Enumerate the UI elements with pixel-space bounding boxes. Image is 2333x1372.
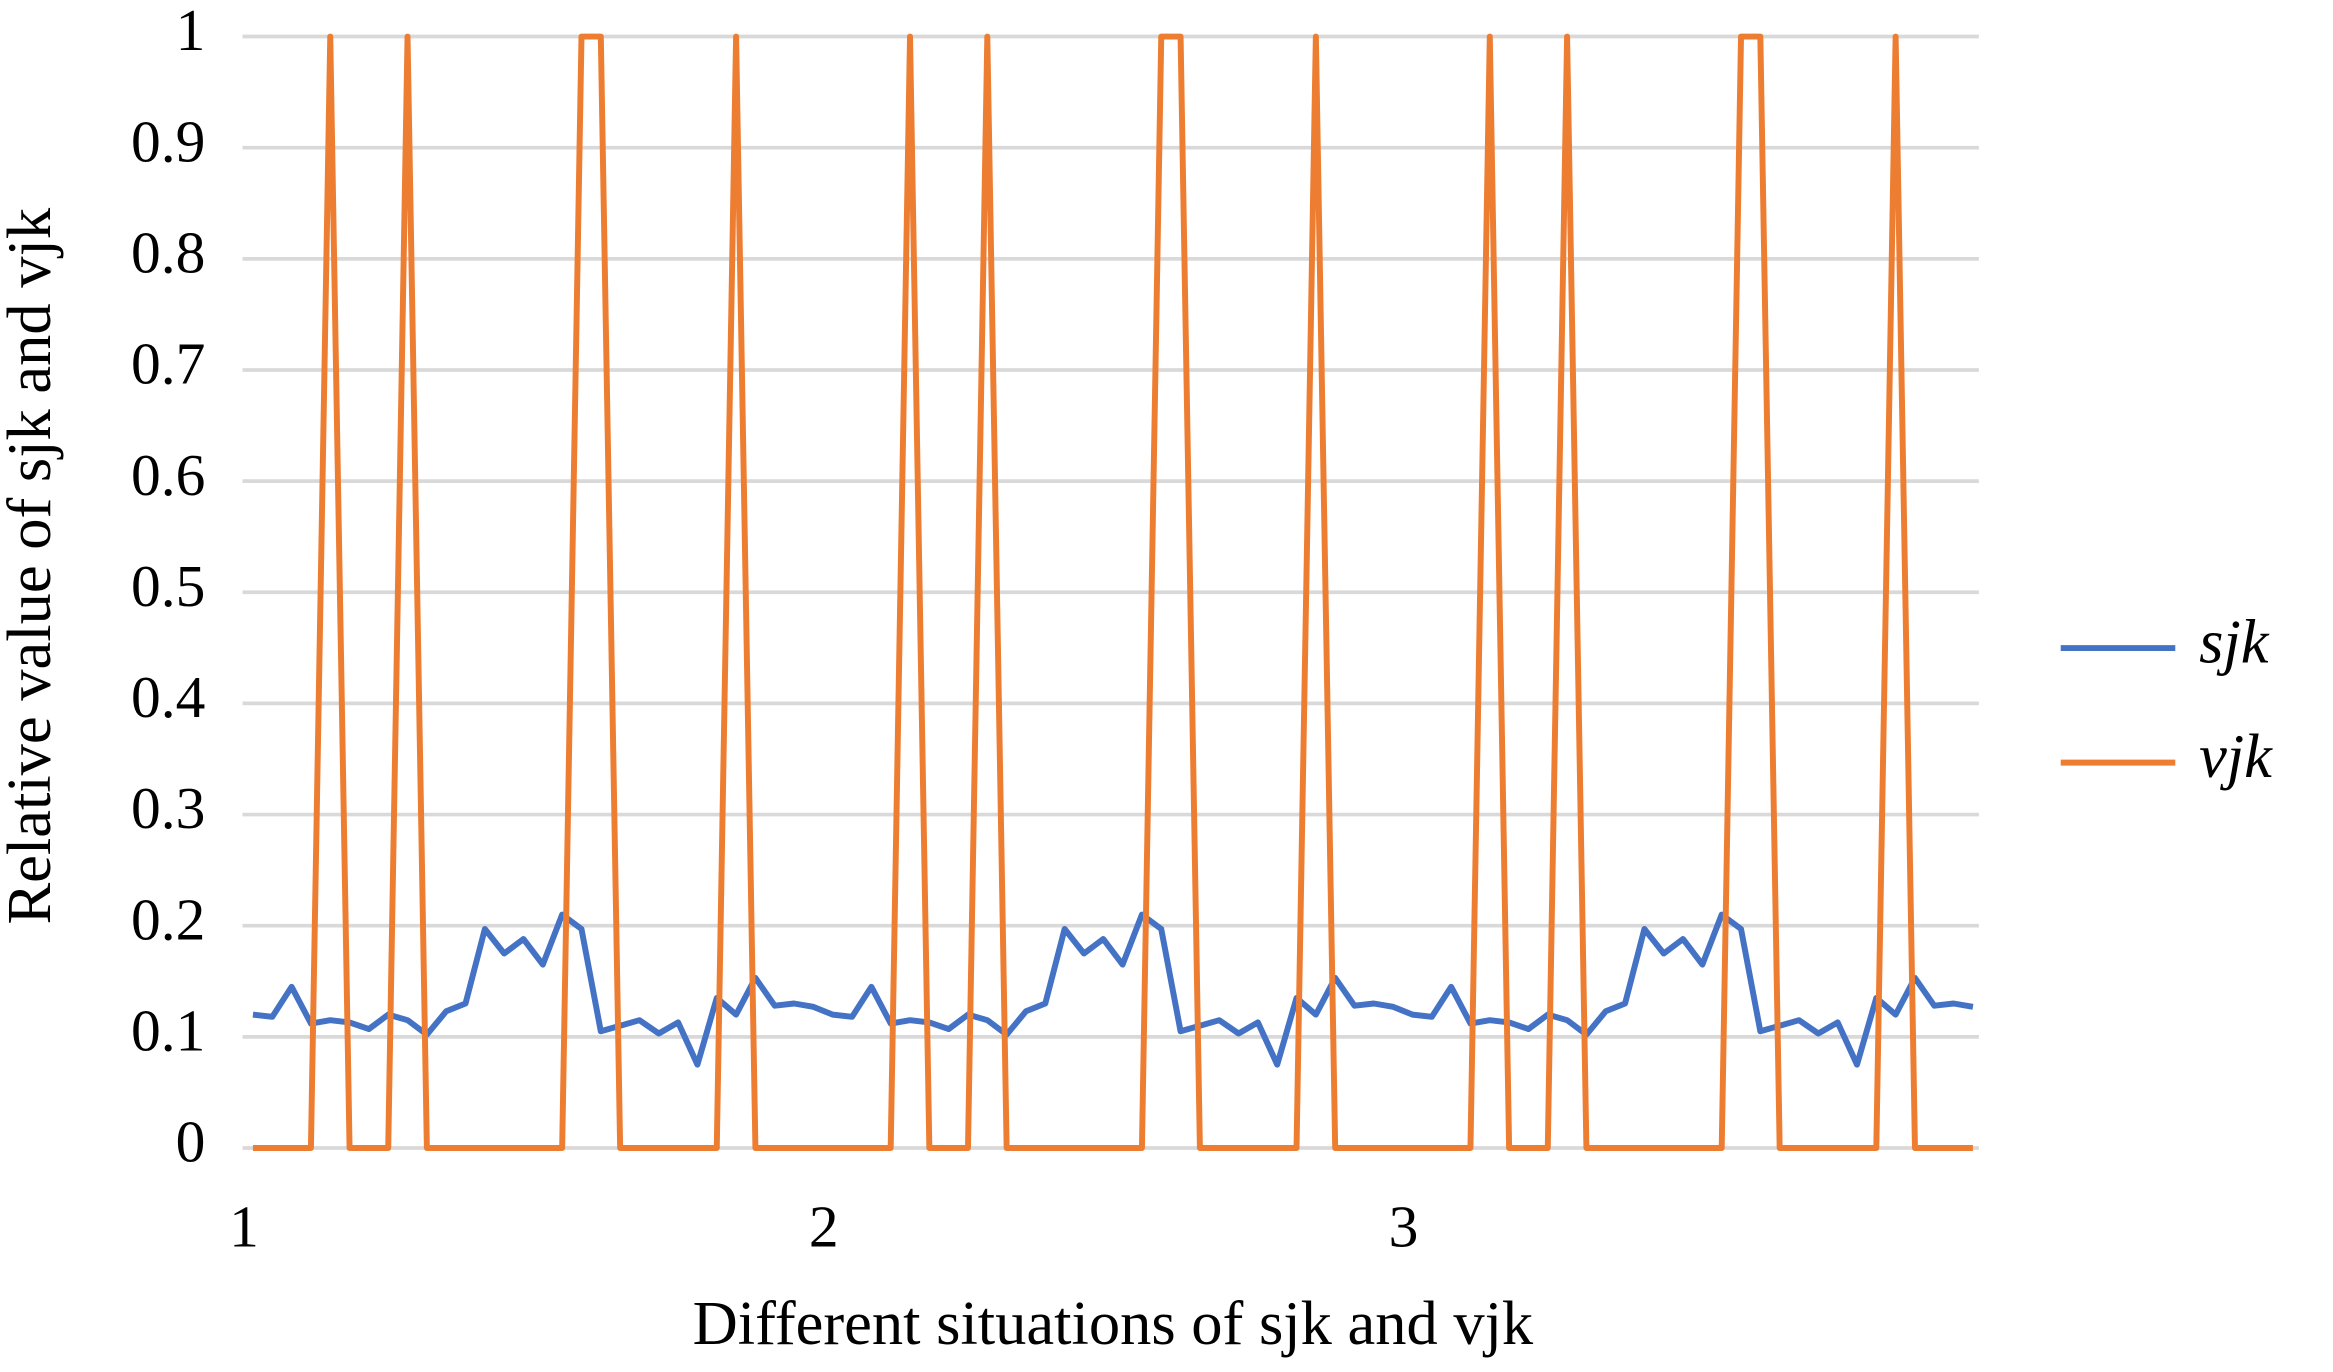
x-tick-label: 2 — [809, 1193, 839, 1259]
y-tick-label: 0.3 — [131, 775, 205, 841]
legend-label: vjk — [2199, 721, 2273, 791]
x-tick-label: 1 — [229, 1193, 259, 1259]
legend-label: sjk — [2199, 606, 2270, 676]
y-tick-label: 0.6 — [131, 442, 205, 508]
y-tick-label: 0.2 — [131, 886, 205, 952]
y-tick-label: 0.4 — [131, 664, 205, 730]
y-tick-label: 0 — [176, 1109, 206, 1175]
y-axis-title: Relative value of sjk and vjk — [0, 207, 64, 924]
y-tick-label: 0.1 — [131, 997, 205, 1063]
x-tick-label: 3 — [1389, 1193, 1419, 1259]
y-tick-label: 0.7 — [131, 331, 205, 397]
y-tick-label: 0.9 — [131, 108, 205, 174]
y-tick-label: 0.5 — [131, 553, 205, 619]
y-tick-label: 0.8 — [131, 219, 205, 285]
y-tick-label: 1 — [176, 0, 206, 63]
series-line — [252, 911, 1974, 1068]
series-line — [252, 33, 1973, 1151]
x-axis-title: Different situations of sjk and vjk — [693, 1288, 1534, 1358]
